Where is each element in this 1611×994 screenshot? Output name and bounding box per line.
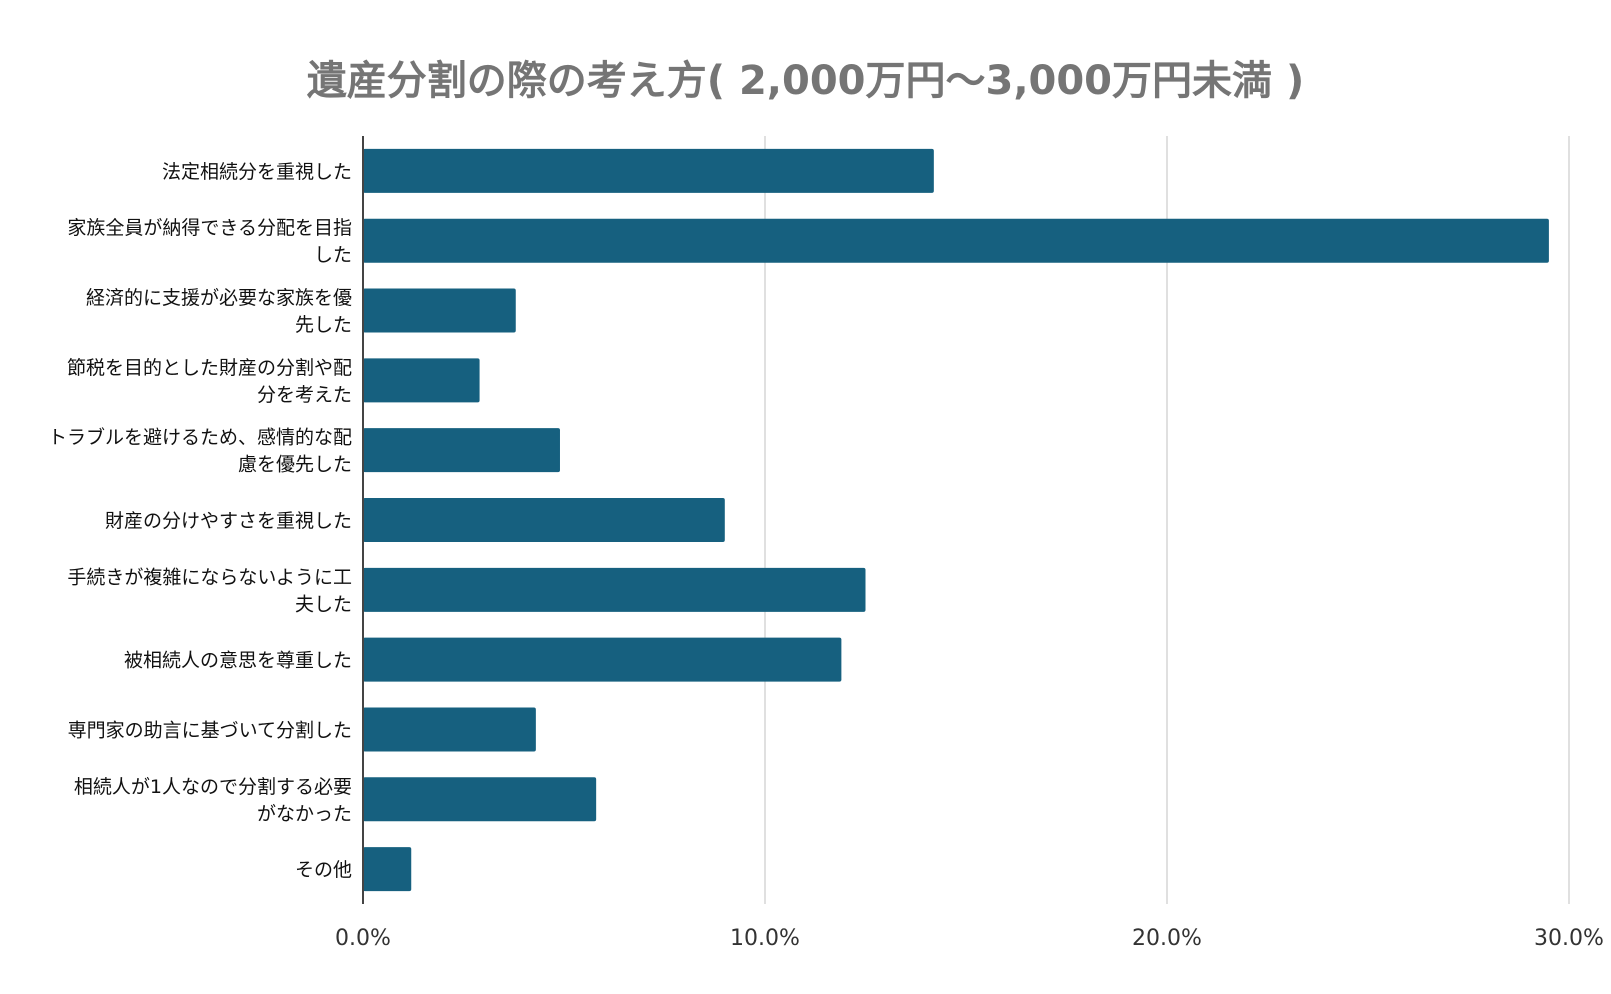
category-label: 家族全員が納得できる分配を目指 bbox=[67, 217, 352, 239]
bar bbox=[363, 498, 725, 542]
x-tick-label: 10.0% bbox=[730, 926, 800, 951]
bar bbox=[363, 358, 480, 403]
bar bbox=[363, 567, 866, 612]
bar bbox=[363, 148, 934, 193]
bar bbox=[363, 637, 842, 682]
category-label: 手続きが複雑にならないように工 bbox=[67, 566, 352, 588]
category-label: がなかった bbox=[257, 803, 352, 825]
chart-title: 遺産分割の際の考え方( 2,000万円～3,000万円未満 ) bbox=[306, 58, 1305, 104]
bar bbox=[363, 288, 516, 333]
bar bbox=[363, 218, 1549, 263]
category-label: 節税を目的とした財産の分割や配 bbox=[67, 357, 352, 379]
x-tick-label: 20.0% bbox=[1132, 926, 1202, 951]
bar bbox=[363, 847, 412, 892]
category-label: 先した bbox=[295, 314, 352, 336]
x-tick-label: 0.0% bbox=[335, 926, 391, 951]
category-label: 法定相続分を重視した bbox=[162, 161, 352, 183]
category-label: 被相続人の意思を尊重した bbox=[124, 650, 352, 672]
category-label: 夫した bbox=[295, 593, 352, 615]
category-label: その他 bbox=[295, 859, 352, 881]
category-label: 財産の分けやすさを重視した bbox=[105, 510, 352, 532]
category-label: 経済的に支援が必要な家族を優 bbox=[86, 287, 352, 309]
category-label: 分を考えた bbox=[257, 384, 352, 406]
bar bbox=[363, 428, 560, 473]
x-tick-label: 30.0% bbox=[1534, 926, 1604, 951]
category-label: 相続人が1人なので分割する必要 bbox=[74, 776, 352, 798]
category-label: 専門家の助言に基づいて分割した bbox=[68, 719, 352, 741]
bar bbox=[363, 707, 536, 752]
bar bbox=[363, 777, 597, 822]
category-label: した bbox=[314, 244, 352, 266]
category-label: トラブルを避けるため、感情的な配 bbox=[48, 426, 352, 449]
category-label: 慮を優先した bbox=[238, 454, 352, 476]
